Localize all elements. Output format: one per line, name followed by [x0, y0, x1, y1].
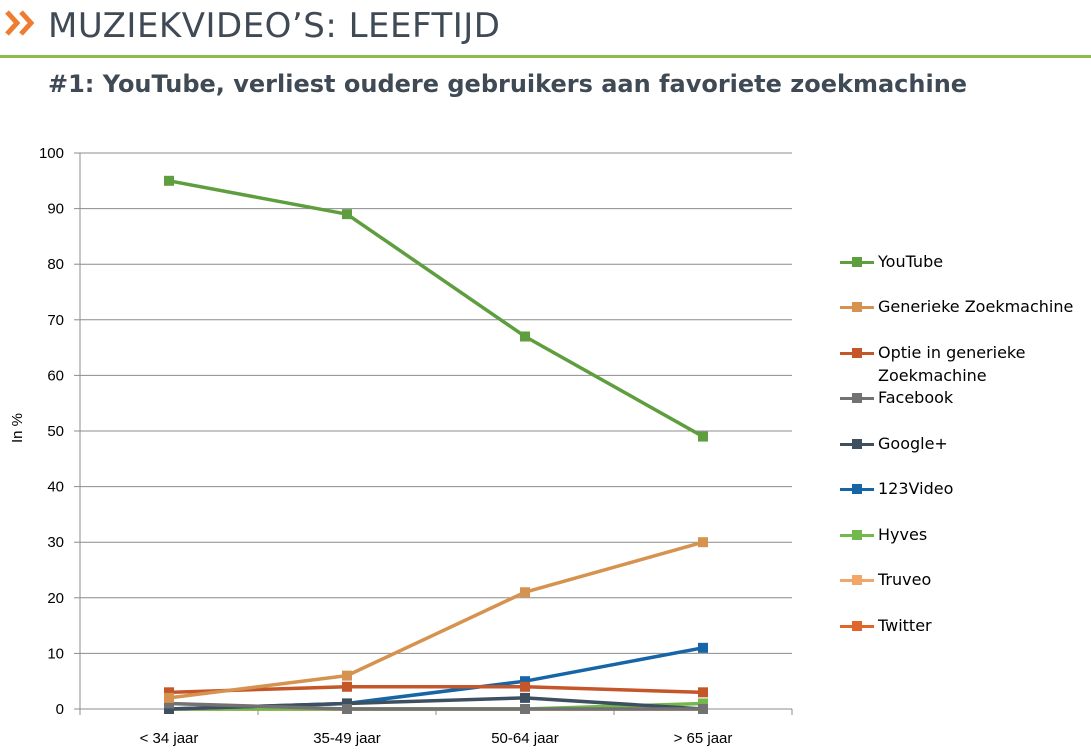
- y-tick-label: 80: [47, 256, 64, 273]
- legend-label: Truveo: [878, 570, 932, 589]
- y-tick-label: 30: [47, 534, 64, 551]
- chart-series: [164, 175, 708, 714]
- data-point: [342, 704, 352, 714]
- page-title: MUZIEKVIDEO’S: LEEFTIJD: [48, 6, 501, 46]
- y-tick-label: 0: [56, 701, 64, 718]
- legend-label: Facebook: [878, 388, 954, 407]
- data-point: [520, 331, 530, 342]
- data-point: [520, 681, 530, 692]
- series-line: [168, 685, 704, 695]
- data-point: [520, 704, 530, 714]
- y-axis-label: In %: [9, 413, 26, 443]
- series-line: [168, 179, 704, 439]
- legend-label: YouTube: [878, 252, 944, 271]
- data-point: [698, 704, 708, 714]
- x-tick-label: > 65 jaar: [674, 730, 733, 747]
- data-point: [164, 175, 174, 186]
- x-tick-label: 35-49 jaar: [313, 730, 381, 747]
- data-point: [698, 431, 708, 442]
- legend-item: Twitter: [840, 616, 1088, 637]
- legend-swatch: [840, 345, 874, 361]
- legend-item: Google+: [840, 434, 1088, 455]
- data-point: [342, 681, 352, 692]
- y-tick-label: 70: [47, 312, 64, 329]
- series-optie-in-generieke-zoekmachine: [164, 681, 708, 698]
- data-point: [164, 704, 174, 714]
- data-point: [698, 537, 708, 548]
- data-point: [164, 687, 174, 698]
- legend-label: Google+: [878, 434, 948, 453]
- chart-legend: YouTube Generieke Zoekmachine Optie in gen…: [840, 0, 1090, 755]
- legend-label: Optie in generieke Zoekmachine: [878, 343, 1026, 385]
- legend-item: YouTube: [840, 252, 1088, 273]
- legend-item: Truveo: [840, 570, 1088, 591]
- y-tick-label: 100: [39, 145, 64, 162]
- legend-item: Facebook: [840, 388, 1088, 409]
- data-point: [698, 687, 708, 698]
- legend-swatch: [840, 390, 874, 406]
- slide-header: MUZIEKVIDEO’S: LEEFTIJD: [0, 0, 1091, 58]
- series-facebook: [164, 698, 708, 714]
- legend-item: Hyves: [840, 525, 1088, 546]
- legend-swatch: [840, 254, 874, 270]
- legend-label: 123Video: [878, 479, 954, 498]
- title-divider: [0, 55, 1091, 58]
- y-tick-label: 40: [47, 479, 64, 496]
- data-point: [342, 670, 352, 681]
- series-youtube: [164, 175, 708, 442]
- legend-swatch: [840, 618, 874, 634]
- series-line: [168, 540, 704, 700]
- data-point: [698, 698, 708, 709]
- double-chevron-right-icon: [5, 10, 35, 36]
- data-point: [342, 209, 352, 220]
- legend-label: Generieke Zoekmachine: [878, 297, 1074, 316]
- y-tick-label: 20: [47, 590, 64, 607]
- data-point: [698, 642, 708, 653]
- data-point: [520, 692, 530, 703]
- x-tick-label: 50-64 jaar: [491, 730, 559, 747]
- x-tick-label: < 34 jaar: [140, 730, 199, 747]
- legend-swatch: [840, 299, 874, 315]
- legend-item: Generieke Zoekmachine: [840, 297, 1088, 318]
- data-point: [164, 698, 174, 709]
- chart-gridlines: [80, 152, 792, 654]
- legend-label: Hyves: [878, 525, 928, 544]
- legend-swatch: [840, 572, 874, 588]
- data-point: [520, 587, 530, 598]
- y-tick-label: 10: [47, 645, 64, 662]
- series-line: [168, 701, 703, 711]
- series-generieke-zoekmachine: [164, 537, 708, 703]
- chart-axes: 0 10 20 30 40 50 60 70 80 90 100 < 34 jaar 35-49 jaa…: [39, 145, 793, 747]
- y-tick-label: 60: [47, 367, 64, 384]
- legend-label: Twitter: [878, 616, 932, 635]
- legend-swatch: [840, 527, 874, 543]
- y-tick-label: 50: [47, 423, 64, 440]
- y-tick-label: 90: [47, 201, 64, 218]
- page-subtitle: #1: YouTube, verliest oudere gebruikers …: [48, 70, 968, 98]
- legend-item: 123Video: [840, 479, 1088, 500]
- data-point: [520, 676, 530, 687]
- legend-swatch: [840, 481, 874, 497]
- data-point: [164, 692, 174, 703]
- legend-swatch: [840, 436, 874, 452]
- legend-item: Optie in generieke Zoekmachine: [840, 343, 1088, 387]
- data-point: [342, 698, 352, 709]
